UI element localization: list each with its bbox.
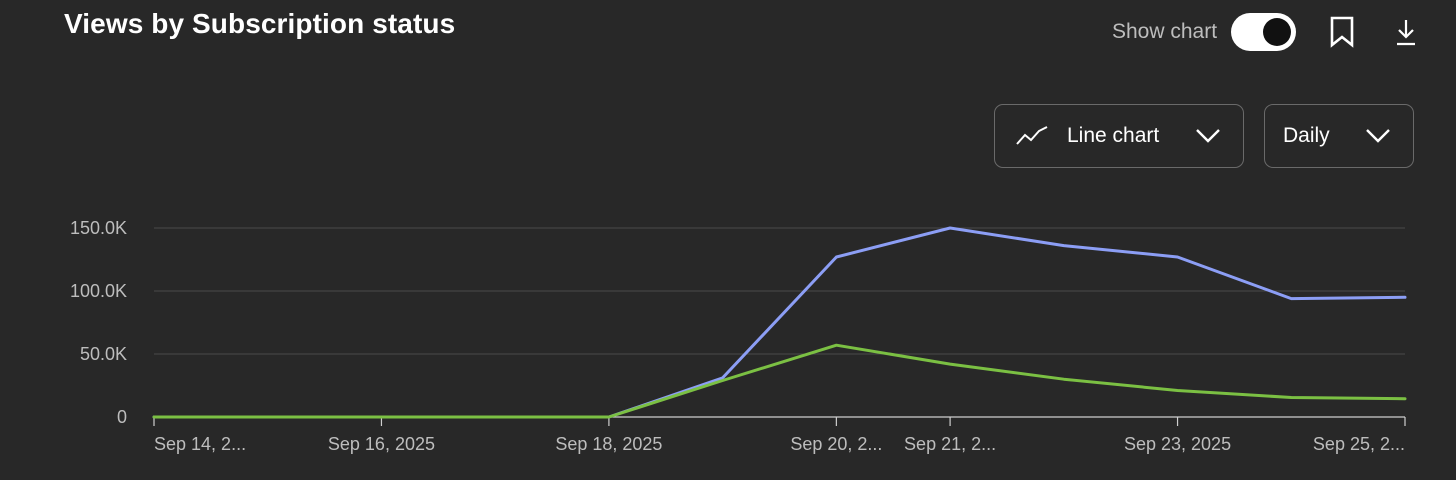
y-tick-label: 150.0K (70, 218, 127, 238)
download-button[interactable] (1388, 14, 1424, 50)
download-icon (1397, 20, 1415, 46)
bookmark-button[interactable] (1324, 14, 1360, 50)
series-line-1 (152, 226, 1407, 419)
chart-type-select[interactable]: Line chart (994, 104, 1244, 168)
chart-title: Views by Subscription status (64, 8, 456, 39)
line-chart-icon (1016, 126, 1048, 145)
x-tick-label: Sep 14, 2... (154, 434, 246, 454)
show-chart-toggle[interactable] (1231, 13, 1296, 51)
y-tick-label: 50.0K (80, 344, 127, 364)
chevron-down-icon (1366, 129, 1390, 143)
chevron-down-icon (1196, 129, 1220, 143)
x-tick-label: Sep 21, 2... (904, 434, 996, 454)
toggle-knob (1263, 18, 1291, 46)
interval-label: Daily (1283, 124, 1330, 147)
interval-select[interactable]: Daily (1264, 104, 1414, 168)
show-chart-label: Show chart (1112, 20, 1218, 43)
bookmark-icon (1330, 16, 1354, 48)
x-tick-label: Sep 16, 2025 (328, 434, 435, 454)
chart-type-label: Line chart (1067, 124, 1160, 147)
y-tick-label: 100.0K (70, 281, 127, 301)
y-tick-label: 0 (117, 407, 127, 427)
x-tick-label: Sep 20, 2... (790, 434, 882, 454)
x-tick-label: Sep 25, 2... (1313, 434, 1405, 454)
x-tick-label: Sep 23, 2025 (1124, 434, 1231, 454)
x-tick-label: Sep 18, 2025 (555, 434, 662, 454)
series-line-2 (152, 343, 1407, 419)
